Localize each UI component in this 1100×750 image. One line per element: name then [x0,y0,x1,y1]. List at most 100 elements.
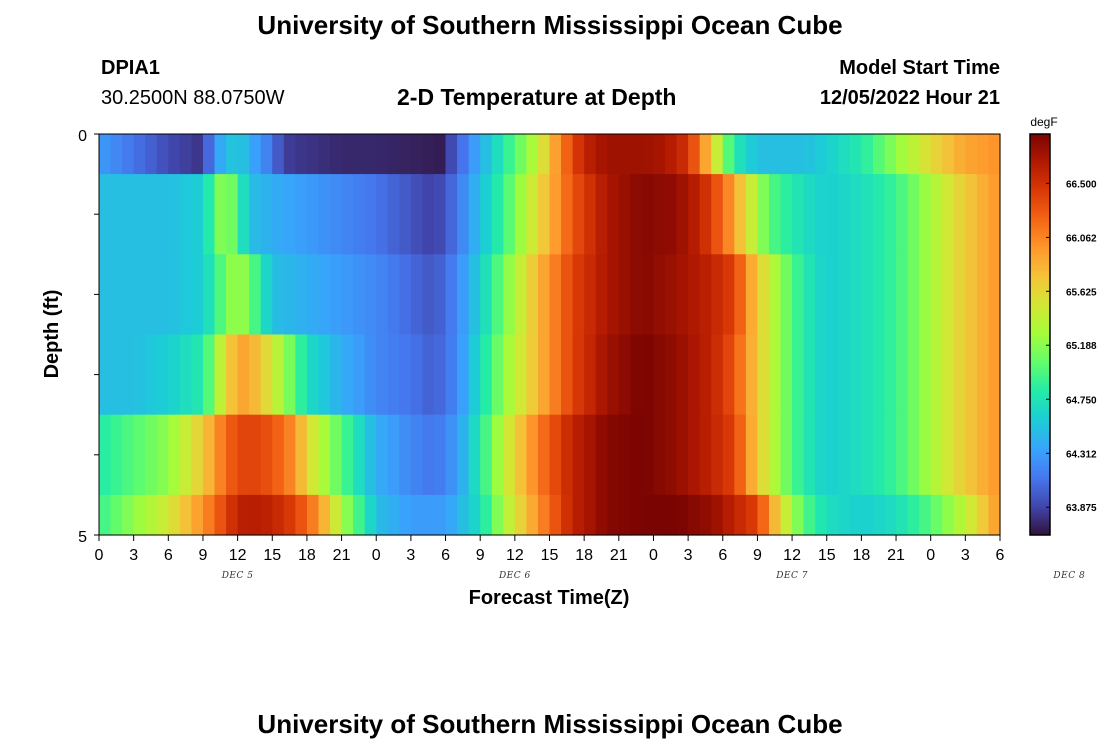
heatmap-cell [145,494,158,536]
heatmap-cell [376,494,389,536]
heatmap-cell [526,414,539,496]
heatmap-cell [595,174,608,255]
x-tick-label: 18 [298,547,316,564]
heatmap-cell [353,414,366,496]
heatmap-cell [815,254,828,336]
heatmap-cell [272,174,285,255]
heatmap-cell [584,494,597,536]
heatmap-cell [99,174,112,255]
heatmap-cell [214,134,227,175]
heatmap-cell [976,174,990,255]
heatmap-cell [168,134,181,175]
heatmap-cell [930,134,943,175]
heatmap-cell [884,174,897,255]
heatmap-cell [422,414,435,496]
heatmap-cell [399,414,412,496]
heatmap-cell [826,494,839,536]
heatmap-cell [792,254,805,336]
heatmap-cell [884,494,897,536]
heatmap-cell [861,134,874,175]
heatmap-cell [826,174,839,255]
x-tick-label: 9 [753,547,762,564]
heatmap-cell [919,174,932,255]
heatmap-cell [226,334,239,416]
heatmap-cell [526,254,539,336]
heatmap-cell [653,494,666,536]
model-start-label: Model Start Time [839,57,1000,79]
heatmap-cell [734,334,747,416]
heatmap-cell [330,494,343,536]
heatmap-cell [849,254,862,336]
heatmap-cell [433,134,447,175]
heatmap-cell [353,494,366,536]
y-axis-title: Depth (ft) [41,290,63,379]
heatmap-cell [665,334,678,416]
heatmap-cell [202,494,216,536]
heatmap-cell [861,494,874,536]
colorbar-tick-label: 63.875 [1066,503,1097,514]
heatmap-cell [907,414,920,496]
heatmap-cell [364,174,377,255]
heatmap-cell [919,414,932,496]
x-tick-label: 3 [406,547,415,564]
heatmap-cell [919,334,932,416]
heatmap-cell [272,414,285,496]
heatmap-cell [480,174,493,255]
heatmap-cell [953,334,966,416]
heatmap-cell [745,414,759,496]
heatmap-cell [734,254,747,336]
heatmap-cell [653,174,666,255]
heatmap-cell [306,414,320,496]
heatmap-cell [295,134,308,175]
heatmap-cell [757,334,770,416]
heatmap-cell [676,334,689,416]
colorbar-tick-label: 64.750 [1066,395,1097,406]
heatmap-cell [953,134,966,175]
heatmap-cell [179,334,193,416]
heatmap-cell [953,414,966,496]
x-tick-label: 3 [129,547,138,564]
heatmap-cell [445,494,458,536]
heatmap-cell [688,174,701,255]
heatmap-cell [607,414,620,496]
heatmap-cell [480,254,493,336]
x-tick-label: 3 [684,547,693,564]
heatmap [99,134,1001,536]
heatmap-cell [688,254,701,336]
heatmap-cell [561,334,574,416]
heatmap-cell [214,174,227,255]
x-tick-label: 9 [199,547,208,564]
heatmap-cell [584,174,597,255]
heatmap-cell [226,494,239,536]
heatmap-cell [688,334,701,416]
heatmap-cell [341,334,354,416]
heatmap-cell [641,134,655,175]
heatmap-cell [919,254,932,336]
heatmap-cell [896,494,909,536]
heatmap-cell [156,414,169,496]
heatmap-cell [514,254,527,336]
heatmap-cell [861,414,874,496]
heatmap-cell [179,134,193,175]
heatmap-cell [110,254,123,336]
heatmap-cell [283,414,296,496]
heatmap-cell [549,254,562,336]
heatmap-cell [919,134,932,175]
heatmap-cell [584,254,597,336]
heatmap-cell [422,134,435,175]
heatmap-cell [364,254,377,336]
x-tick-label: 0 [649,547,658,564]
heatmap-cell [457,254,470,336]
heatmap-cell [514,494,527,536]
heatmap-cell [318,174,331,255]
heatmap-cell [237,414,250,496]
heatmap-cell [480,494,493,536]
colorbar-unit: degF [1030,115,1057,129]
x-tick-label: 0 [926,547,935,564]
heatmap-cell [930,254,943,336]
heatmap-cell [387,414,400,496]
heatmap-cell [283,334,296,416]
heatmap-cell [503,494,516,536]
heatmap-cell [896,134,909,175]
heatmap-cell [988,134,1001,175]
